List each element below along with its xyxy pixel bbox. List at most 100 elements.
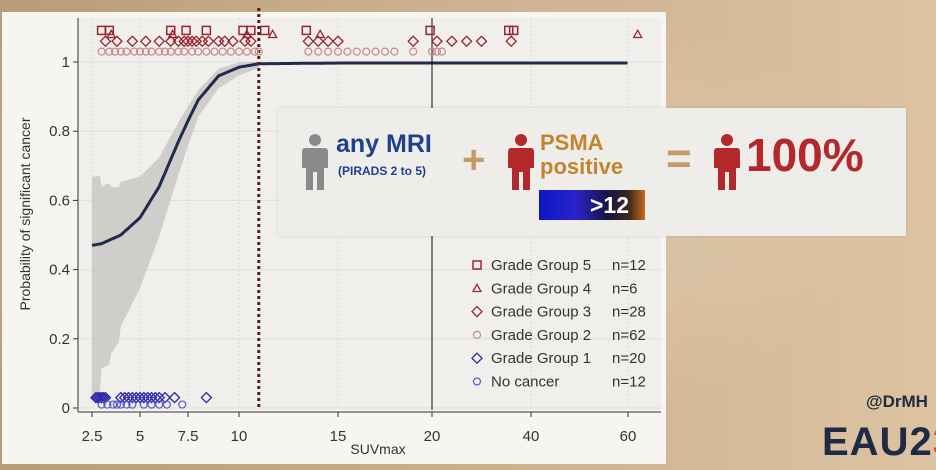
x-tick-label: 2.5 <box>82 428 103 445</box>
legend-count: n=12 <box>612 257 646 274</box>
x-tick-label: 60 <box>620 428 637 445</box>
equals-sign: = <box>666 134 692 183</box>
data-point-diamond <box>153 35 166 48</box>
data-point-diamond <box>126 391 139 404</box>
data-point-diamond <box>111 35 123 48</box>
data-point-circle <box>472 330 482 339</box>
data-point-circle <box>116 400 125 409</box>
axes <box>77 18 661 413</box>
x-tick-label: 7.5 <box>178 428 199 445</box>
data-point-diamond <box>149 391 162 404</box>
data-point-circle <box>380 47 390 56</box>
y-axis-title: Probability of significant cancer <box>17 117 33 310</box>
data-point-diamond <box>312 35 325 48</box>
data-point-circle <box>166 47 175 56</box>
y-tick-label: 0.8 <box>49 123 70 140</box>
data-point-circle <box>110 47 120 56</box>
data-point-diamond <box>202 35 215 48</box>
suv-color-scale <box>539 190 645 220</box>
psma-line-1: PSMA <box>540 130 604 155</box>
data-point-diamond <box>322 35 335 48</box>
data-point-square <box>425 25 435 36</box>
legend-count: n=6 <box>612 280 637 297</box>
data-point-circle <box>162 400 171 409</box>
data-point-circle <box>250 47 259 56</box>
summary-overlay: any MRI (PIRADS 2 to 5) + PSMA positive … <box>278 108 906 236</box>
x-tick-label: 10 <box>231 428 248 445</box>
data-point-diamond <box>218 35 231 48</box>
data-point-triangle <box>106 28 117 39</box>
y-tick-labels: 0 0.2 0.4 0.6 0.8 1 <box>49 54 78 417</box>
data-point-square <box>259 25 270 36</box>
data-point-square <box>201 25 212 36</box>
data-point-diamond <box>431 35 443 48</box>
legend-label: Grade Group 2 <box>491 327 591 344</box>
data-point-diamond <box>471 352 483 365</box>
data-point-diamond <box>141 391 154 404</box>
legend-count: n=12 <box>612 374 646 391</box>
data-point-diamond <box>471 305 483 318</box>
data-point-circle <box>147 400 156 409</box>
data-point-circle <box>324 47 333 56</box>
y-tick-label: 0.6 <box>49 192 70 209</box>
data-point-circle <box>155 47 164 56</box>
data-point-circle <box>234 47 244 56</box>
confidence-band <box>92 62 259 395</box>
data-points <box>89 25 643 409</box>
data-point-diamond <box>130 391 143 404</box>
data-point-circle <box>437 47 446 56</box>
y-tick-label: 0.2 <box>49 331 70 348</box>
data-point-circle <box>122 400 131 409</box>
data-point-circle <box>155 400 164 409</box>
confidence-band-area <box>92 62 259 395</box>
data-point-diamond <box>178 35 191 48</box>
data-point-diamond <box>164 35 177 48</box>
fit-curve-line <box>91 61 628 247</box>
data-point-circle <box>242 47 252 56</box>
data-point-triangle <box>632 28 643 39</box>
data-point-circle <box>97 400 106 409</box>
data-point-circle <box>226 47 235 56</box>
data-point-diamond <box>182 35 194 48</box>
legend-label: Grade Group 1 <box>491 350 591 367</box>
data-point-circle <box>130 47 139 56</box>
data-point-square <box>472 260 482 270</box>
y-tick-label: 0.4 <box>49 262 70 279</box>
twitter-handle: @DrMH <box>866 392 928 411</box>
y-tick-label: 1 <box>62 54 70 71</box>
data-point-circle <box>174 47 183 56</box>
x-tick-label: 20 <box>424 428 441 445</box>
legend-label: No cancer <box>491 374 559 391</box>
data-point-diamond <box>139 35 152 48</box>
data-point-circle <box>254 47 263 56</box>
result-percentage: 100% <box>746 129 864 181</box>
data-point-square <box>181 25 191 36</box>
data-point-circle <box>97 47 106 56</box>
data-point-circle <box>371 47 380 56</box>
data-point-diamond <box>460 35 473 48</box>
eau-logo: EAU23 <box>822 420 936 465</box>
data-point-diamond <box>99 35 112 48</box>
data-point-circle <box>180 47 189 56</box>
legend: Grade Group 5 n=12 Grade Group 4 n=6 Grade G… <box>471 257 646 391</box>
psma-line-2: positive <box>540 154 624 179</box>
data-point-diamond <box>134 391 146 404</box>
data-point-circle <box>314 47 323 56</box>
x-axis-title: SUVmax <box>350 441 405 457</box>
data-point-circle <box>472 377 482 386</box>
data-point-diamond <box>114 391 127 404</box>
person-red-result-icon <box>714 134 740 190</box>
data-point-diamond <box>505 35 518 48</box>
data-point-circle <box>427 47 437 56</box>
data-point-circle <box>218 47 227 56</box>
data-point-circle <box>352 47 361 56</box>
data-point-diamond <box>159 391 171 404</box>
data-point-circle <box>160 47 170 56</box>
data-point-circle <box>333 47 343 56</box>
data-point-triangle <box>471 282 483 293</box>
data-point-diamond <box>407 35 420 48</box>
legend-label: Grade Group 5 <box>491 257 591 274</box>
data-point-diamond <box>95 391 108 404</box>
data-point-triangle <box>267 28 278 39</box>
data-point-diamond <box>122 391 135 404</box>
